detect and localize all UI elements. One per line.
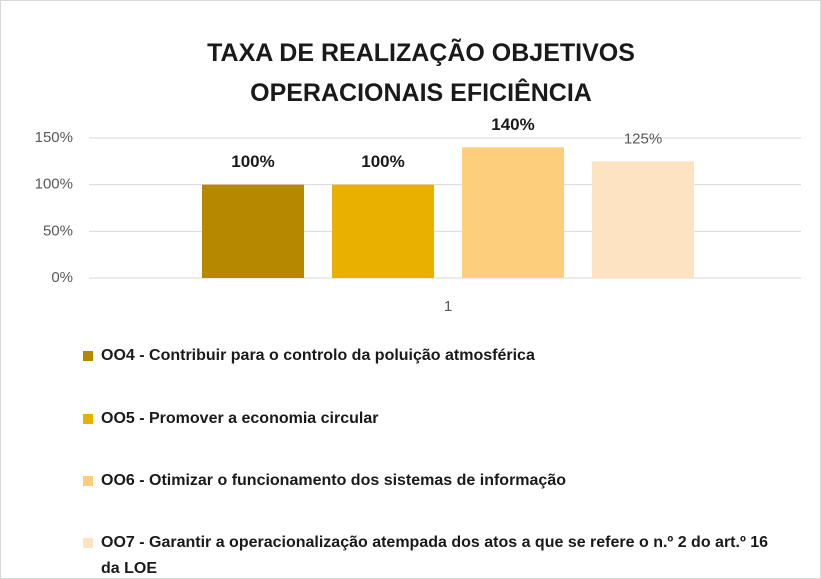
legend-item: OO7 - Garantir a operacionalização atemp… (83, 530, 781, 578)
bar (332, 184, 434, 278)
y-tick-label: 50% (43, 222, 73, 239)
bar (462, 147, 564, 278)
y-tick-label: 0% (51, 269, 73, 286)
chart-title: TAXA DE REALIZAÇÃO OBJETIVOS OPERACIONAI… (207, 39, 635, 107)
legend-item: OO5 - Promover a economia circular (83, 406, 781, 432)
y-tick-label: 100% (35, 176, 73, 193)
legend-label: OO7 - Garantir a operacionalização atemp… (101, 534, 769, 577)
y-tick-label: 150% (35, 129, 73, 146)
legend-label: OO5 - Promover a economia circular (101, 410, 379, 427)
data-label: 140% (491, 115, 534, 134)
bar (592, 161, 694, 278)
legend-item: OO4 - Contribuir para o controlo da polu… (83, 343, 781, 369)
legend-label: OO6 - Otimizar o funcionamento dos siste… (101, 472, 566, 489)
legend-swatch (83, 351, 93, 361)
legend-swatch (83, 538, 93, 548)
data-label: 100% (231, 152, 274, 171)
legend-swatch (83, 414, 93, 424)
legend-item: OO6 - Otimizar o funcionamento dos siste… (83, 468, 781, 494)
x-tick-label: 1 (444, 298, 452, 315)
data-label: 125% (624, 130, 662, 147)
legend-label: OO4 - Contribuir para o controlo da polu… (101, 347, 535, 364)
bar (202, 184, 304, 278)
legend-swatch (83, 476, 93, 486)
data-label: 100% (361, 152, 404, 171)
